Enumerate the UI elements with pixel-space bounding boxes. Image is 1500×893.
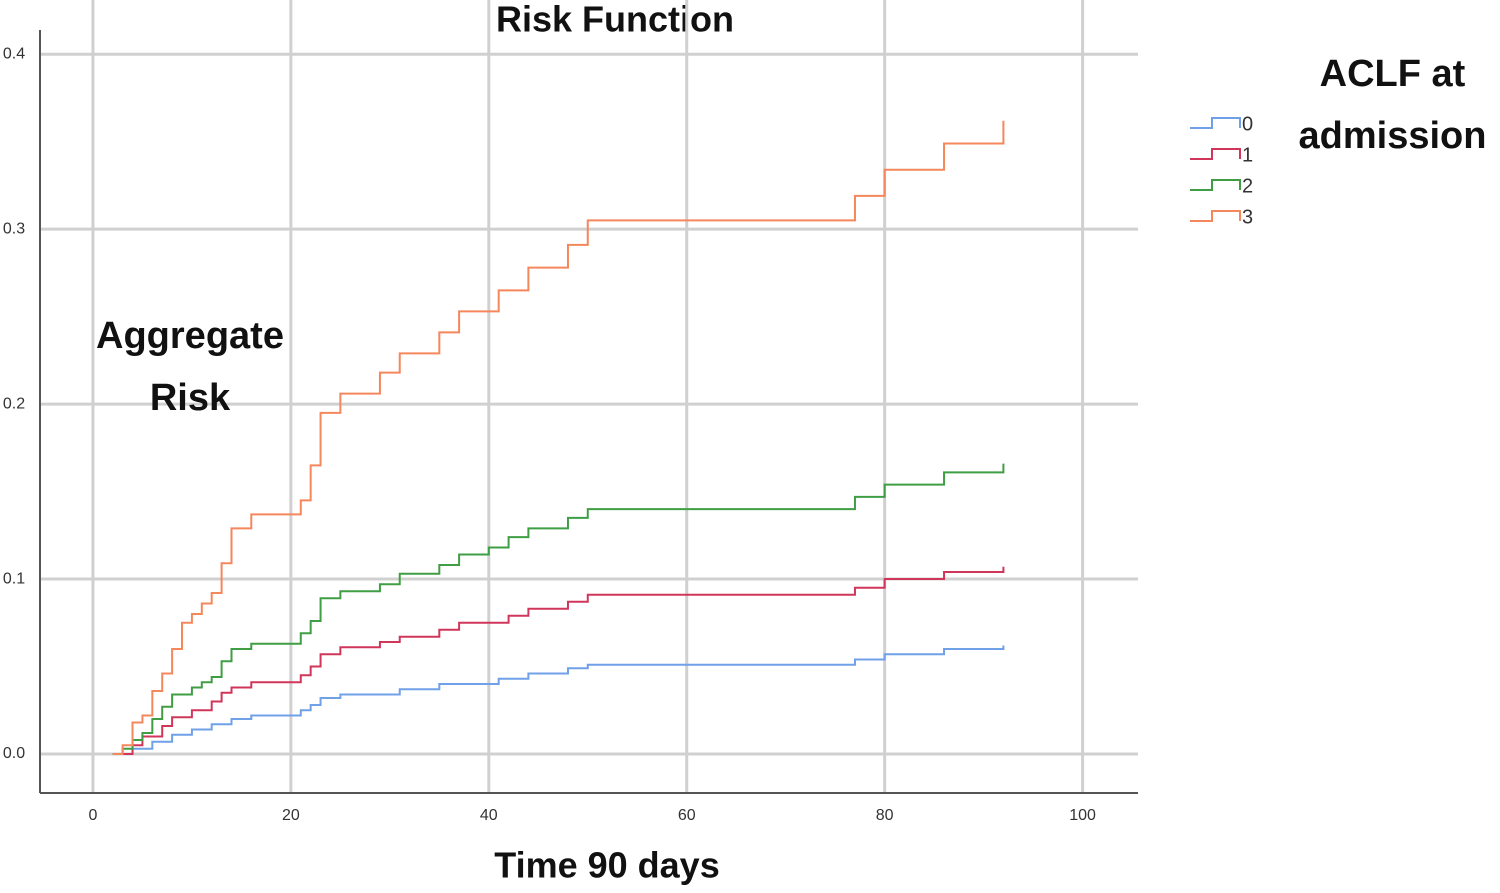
- y-tick-label: 0.4: [3, 45, 25, 62]
- series-line: [112, 566, 1005, 755]
- x-tick-label: 80: [876, 807, 894, 824]
- x-tick-label: 0: [88, 807, 97, 824]
- y-tick-label: 0.0: [3, 745, 25, 762]
- y-tick-label: 0.3: [3, 220, 25, 237]
- x-axis-title: Time 90 days: [494, 845, 719, 886]
- y-tick-label: 0.2: [3, 395, 25, 412]
- legend-label: 3: [1242, 206, 1253, 228]
- legend-label: 2: [1242, 175, 1253, 197]
- series-line: [112, 120, 1005, 755]
- legend-label: 1: [1242, 144, 1253, 166]
- legend-title: ACLF at admission: [1298, 53, 1487, 157]
- legend-swatch: [1190, 179, 1241, 191]
- x-tick-label: 40: [480, 807, 498, 824]
- legend-swatch: [1190, 148, 1241, 160]
- y-tick-label: 0.1: [3, 570, 25, 587]
- y-axis-title: Aggregate Risk: [96, 315, 284, 419]
- series-line: [112, 645, 1005, 755]
- chart-title: Risk Function: [496, 0, 734, 40]
- x-tick-label: 60: [678, 807, 696, 824]
- legend-swatch: [1190, 117, 1241, 129]
- legend-label: 0: [1242, 113, 1253, 135]
- x-tick-label: 100: [1069, 807, 1096, 824]
- x-tick-label: 20: [282, 807, 300, 824]
- legend-swatch: [1190, 210, 1241, 222]
- series-line: [112, 463, 1005, 755]
